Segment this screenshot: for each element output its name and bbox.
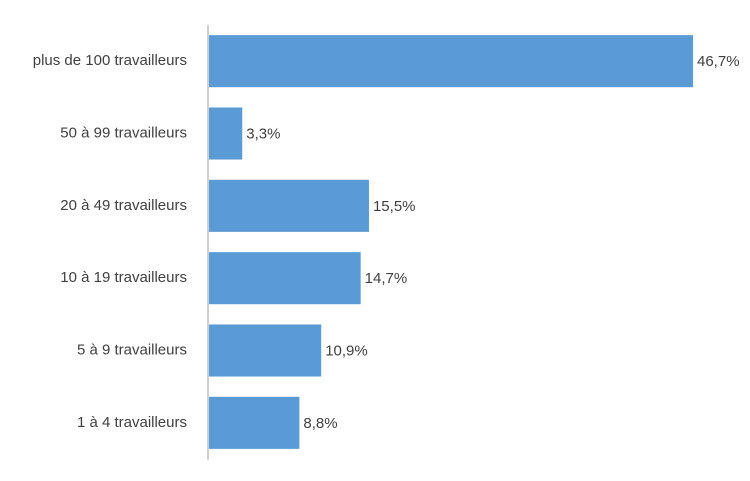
y-tick-label: 1 à 4 travailleurs <box>77 414 187 431</box>
bar <box>209 252 361 305</box>
y-tick-label: 50 à 99 travailleurs <box>60 124 187 141</box>
y-tick-label: 20 à 49 travailleurs <box>60 197 187 214</box>
bar <box>209 396 300 449</box>
y-tick-label: plus de 100 travailleurs <box>33 52 187 69</box>
data-label: 3,3% <box>246 125 280 142</box>
data-label: 15,5% <box>373 198 416 215</box>
data-label: 8,8% <box>303 415 337 432</box>
data-label: 14,7% <box>365 270 408 287</box>
data-label: 46,7% <box>697 53 740 70</box>
bar <box>209 179 369 232</box>
y-tick-label: 5 à 9 travailleurs <box>77 341 187 358</box>
bar <box>209 107 243 160</box>
bar <box>209 35 693 88</box>
y-tick-label: 10 à 19 travailleurs <box>60 269 187 286</box>
data-label: 10,9% <box>325 342 368 359</box>
bar <box>209 324 322 377</box>
